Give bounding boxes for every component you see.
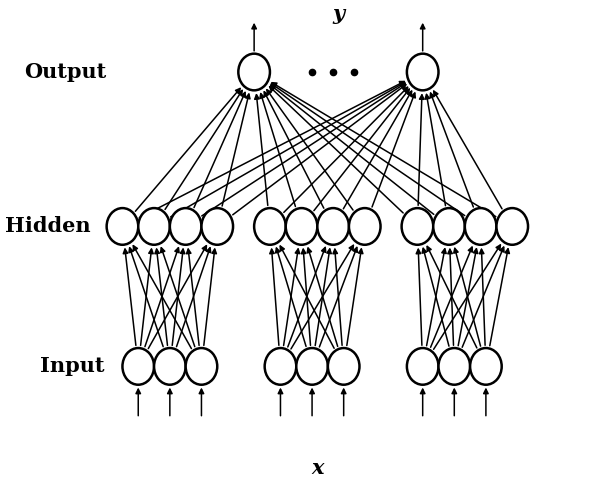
Ellipse shape (407, 53, 438, 90)
Ellipse shape (470, 348, 502, 385)
Ellipse shape (265, 348, 296, 385)
Ellipse shape (433, 208, 465, 245)
Text: x: x (311, 458, 323, 478)
Text: Input: Input (40, 356, 104, 376)
Text: Output: Output (24, 62, 107, 82)
Ellipse shape (107, 208, 138, 245)
Ellipse shape (254, 208, 286, 245)
Ellipse shape (438, 348, 470, 385)
Ellipse shape (402, 208, 433, 245)
Ellipse shape (407, 348, 438, 385)
Ellipse shape (154, 348, 186, 385)
Ellipse shape (349, 208, 381, 245)
Ellipse shape (138, 208, 170, 245)
Ellipse shape (286, 208, 317, 245)
Ellipse shape (328, 348, 359, 385)
Text: y: y (332, 4, 345, 24)
Ellipse shape (170, 208, 201, 245)
Ellipse shape (238, 53, 270, 90)
Ellipse shape (496, 208, 528, 245)
Ellipse shape (317, 208, 349, 245)
Ellipse shape (296, 348, 328, 385)
Ellipse shape (465, 208, 496, 245)
Text: Hidden: Hidden (5, 216, 91, 236)
Ellipse shape (186, 348, 217, 385)
Ellipse shape (201, 208, 233, 245)
Ellipse shape (123, 348, 154, 385)
